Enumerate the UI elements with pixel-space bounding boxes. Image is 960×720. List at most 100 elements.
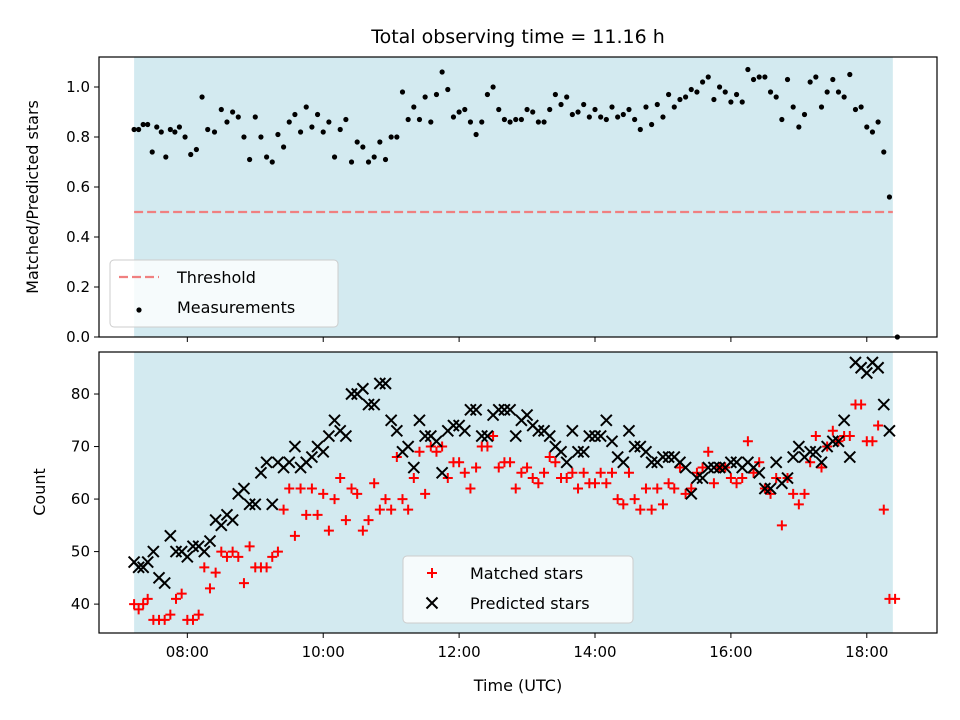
predicted-star-point	[283, 456, 296, 469]
measurement-point	[552, 91, 558, 98]
bottom-y-tick-label: 40	[71, 595, 90, 613]
predicted-star-point	[826, 435, 840, 448]
x-tick-label: 16:00	[709, 643, 752, 661]
legend-predicted-swatch	[425, 596, 439, 610]
matched-star-point	[408, 473, 419, 484]
matched-star-point	[527, 473, 538, 484]
predicted-star-point	[656, 450, 670, 464]
measurement-point	[518, 116, 524, 123]
matched-star-point	[505, 457, 516, 468]
measurement-point	[450, 114, 457, 120]
measurement-point	[343, 116, 349, 123]
predicted-star-point	[390, 424, 404, 437]
matched-star-point	[873, 420, 884, 431]
measurement-point	[224, 119, 230, 125]
matched-star-point	[878, 504, 889, 515]
matched-star-point	[210, 567, 221, 578]
measurement-point	[824, 89, 830, 95]
matched-star-point	[289, 530, 300, 541]
measurement-point	[297, 129, 304, 135]
measurement-point	[456, 109, 462, 115]
matched-star-point	[133, 604, 144, 615]
matched-star-point	[431, 446, 442, 457]
matched-star-point	[363, 515, 374, 526]
measurement-point	[609, 104, 615, 110]
matched-star-point	[278, 504, 289, 515]
predicted-star-point	[503, 403, 517, 416]
matched-star-point	[550, 457, 561, 468]
matched-star-point	[793, 499, 804, 510]
matched-star-point	[374, 504, 385, 515]
measurement-point	[784, 76, 791, 83]
predicted-star-point	[447, 419, 460, 432]
bottom-y-tick-label: 80	[71, 385, 90, 403]
matched-star-point	[646, 504, 657, 515]
predicted-star-point	[226, 513, 239, 527]
measurement-point	[269, 159, 275, 165]
matched-star-point	[301, 509, 312, 520]
measurement-point	[309, 124, 315, 130]
top-y-axis-label: Matched/Predicted stars	[23, 100, 42, 294]
matched-star-point	[216, 546, 227, 557]
matched-star-point	[488, 431, 499, 442]
predicted-star-point	[837, 414, 851, 427]
measurement-point	[694, 89, 700, 95]
matched-star-point	[142, 593, 153, 604]
matched-star-point	[454, 457, 465, 468]
predicted-star-point	[543, 429, 556, 443]
matched-star-point	[635, 504, 646, 515]
legend-matched-swatch	[427, 568, 437, 578]
predicted-star-point	[198, 545, 211, 558]
matched-star-point	[578, 467, 589, 478]
predicted-star-point	[679, 461, 692, 474]
measurement-point	[496, 106, 502, 113]
matched-star-point	[295, 483, 306, 494]
top-axes-frame	[98, 56, 938, 338]
matched-star-point	[657, 499, 668, 510]
x-axis-label: Time (UTC)	[473, 676, 562, 695]
measurement-point	[320, 129, 326, 135]
measurement-point	[131, 126, 137, 133]
predicted-star-point	[407, 461, 421, 474]
bottom-legend: Matched stars Predicted stars	[402, 555, 634, 624]
measurement-point	[371, 154, 377, 160]
matched-star-point	[199, 562, 210, 573]
measurement-point	[467, 119, 474, 125]
measurement-point	[779, 116, 785, 123]
legend-label: Matched stars	[470, 564, 583, 583]
measurement-point	[286, 119, 292, 125]
predicted-star-point	[605, 435, 619, 448]
predicted-star-point	[469, 403, 483, 416]
predicted-star-point	[883, 424, 896, 437]
matched-star-point	[510, 483, 521, 494]
predicted-star-point	[362, 398, 375, 411]
predicted-star-point	[690, 471, 704, 485]
measurement-point	[660, 114, 666, 120]
measurement-point	[626, 106, 632, 113]
measurement-point	[411, 104, 417, 110]
predicted-star-point	[639, 445, 653, 459]
predicted-star-point	[237, 482, 251, 495]
matched-star-point	[165, 609, 176, 620]
measurement-point	[388, 134, 394, 140]
x-tick-label: 10:00	[302, 643, 345, 661]
measurement-point	[767, 89, 774, 95]
measurement-point	[671, 104, 677, 110]
measurement-point	[484, 91, 491, 98]
matched-star-point	[261, 562, 272, 573]
matched-star-point	[459, 467, 470, 478]
legend-label: Measurements	[177, 298, 295, 317]
predicted-star-point	[141, 555, 154, 569]
matched-star-point	[674, 462, 685, 473]
measurement-point	[575, 109, 581, 115]
matched-star-point	[204, 583, 215, 594]
matched-star-point	[465, 483, 476, 494]
measurement-point	[711, 96, 717, 103]
measurement-point	[790, 104, 796, 110]
matched-star-point	[193, 609, 204, 620]
matched-star-point	[748, 467, 759, 478]
predicted-star-point	[435, 466, 449, 480]
measurement-point	[167, 126, 173, 133]
predicted-star-point	[379, 377, 392, 390]
measurement-point	[739, 99, 745, 105]
